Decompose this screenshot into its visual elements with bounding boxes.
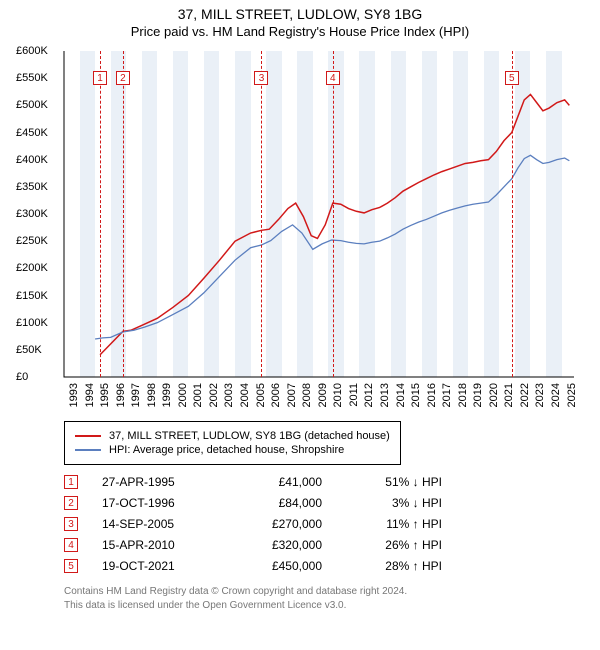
- y-tick-label: £450K: [16, 127, 48, 139]
- table-row: 2 17-OCT-1996£84,0003% ↓ HPI: [64, 496, 592, 510]
- title-address: 37, MILL STREET, LUDLOW, SY8 1BG: [8, 6, 592, 22]
- chart: 12 3 4 5 £0 £50K £100K £150K £200K £250K £300K £35…: [16, 45, 584, 415]
- sale-marker-badge: 2: [116, 71, 130, 85]
- table-row-pct: 11% ↑ HPI: [322, 517, 442, 531]
- x-tick-label: 1995: [99, 383, 111, 407]
- x-tick-label: 2007: [286, 383, 298, 407]
- sale-marker-line: [512, 51, 513, 377]
- x-tick-label: 1997: [130, 383, 142, 407]
- sale-marker-line: [100, 51, 101, 377]
- table-row-price: £320,000: [222, 538, 322, 552]
- x-tick-label: 2023: [534, 383, 546, 407]
- x-tick-label: 2005: [255, 383, 267, 407]
- sale-marker-badge: 4: [326, 71, 340, 85]
- x-tick-label: 2018: [457, 383, 469, 407]
- y-tick-label: £400K: [16, 154, 48, 166]
- x-tick-label: 2014: [395, 383, 407, 407]
- x-tick-label: 2016: [426, 383, 438, 407]
- x-tick-label: 2019: [472, 383, 484, 407]
- x-tick-label: 2004: [239, 383, 251, 407]
- x-tick-label: 1998: [146, 383, 158, 407]
- x-tick-label: 2025: [566, 383, 578, 407]
- y-tick-label: £350K: [16, 181, 48, 193]
- sale-marker-badge: 3: [254, 71, 268, 85]
- footer-line1: Contains HM Land Registry data © Crown c…: [64, 585, 592, 599]
- table-row-date: 19-OCT-2021: [102, 559, 222, 573]
- table-row-price: £41,000: [222, 475, 322, 489]
- table-row-badge: 5: [64, 559, 78, 573]
- x-tick-label: 2015: [410, 383, 422, 407]
- y-tick-label: £200K: [16, 262, 48, 274]
- table-row-badge: 2: [64, 496, 78, 510]
- y-tick-label: £100K: [16, 317, 48, 329]
- table-row: 3 14-SEP-2005£270,00011% ↑ HPI: [64, 517, 592, 531]
- x-tick-label: 2010: [332, 383, 344, 407]
- x-tick-label: 1993: [68, 383, 80, 407]
- x-tick-label: 1999: [161, 383, 173, 407]
- x-tick-label: 2022: [519, 383, 531, 407]
- legend-item: 37, MILL STREET, LUDLOW, SY8 1BG (detach…: [75, 430, 390, 442]
- sale-marker-line: [333, 51, 334, 377]
- x-tick-label: 2021: [503, 383, 515, 407]
- x-tick-label: 2020: [488, 383, 500, 407]
- table-row-date: 27-APR-1995: [102, 475, 222, 489]
- y-tick-label: £50K: [16, 344, 42, 356]
- x-tick-label: 2024: [550, 383, 562, 407]
- sale-marker-line: [261, 51, 262, 377]
- x-tick-label: 2009: [317, 383, 329, 407]
- legend: 37, MILL STREET, LUDLOW, SY8 1BG (detach…: [64, 421, 401, 465]
- sales-table: 1 27-APR-1995£41,00051% ↓ HPI 2 17-OCT-1996…: [64, 475, 592, 573]
- x-tick-label: 2013: [379, 383, 391, 407]
- y-tick-label: £600K: [16, 45, 48, 57]
- y-tick-label: £250K: [16, 235, 48, 247]
- x-tick-label: 2008: [301, 383, 313, 407]
- y-tick-label: £300K: [16, 208, 48, 220]
- table-row-price: £450,000: [222, 559, 322, 573]
- x-tick-label: 2011: [348, 383, 360, 407]
- table-row-price: £270,000: [222, 517, 322, 531]
- sale-marker-badge: 5: [505, 71, 519, 85]
- table-row-price: £84,000: [222, 496, 322, 510]
- x-tick-label: 2003: [223, 383, 235, 407]
- legend-swatch: [75, 435, 101, 437]
- table-row-date: 15-APR-2010: [102, 538, 222, 552]
- table-row: 5 19-OCT-2021£450,00028% ↑ HPI: [64, 559, 592, 573]
- legend-label: 37, MILL STREET, LUDLOW, SY8 1BG (detach…: [109, 430, 390, 442]
- y-tick-label: £500K: [16, 99, 48, 111]
- table-row-pct: 26% ↑ HPI: [322, 538, 442, 552]
- legend-item: HPI: Average price, detached house, Shro…: [75, 444, 390, 456]
- table-row-pct: 3% ↓ HPI: [322, 496, 442, 510]
- x-tick-label: 1994: [84, 383, 96, 407]
- plot-region: 12 3 4 5: [64, 51, 574, 377]
- x-tick-label: 2006: [270, 383, 282, 407]
- x-tick-label: 2012: [363, 383, 375, 407]
- chart-lines: [64, 51, 574, 377]
- table-row-date: 14-SEP-2005: [102, 517, 222, 531]
- sale-marker-badge: 1: [93, 71, 107, 85]
- footer-line2: This data is licensed under the Open Gov…: [64, 599, 592, 613]
- title-subtitle: Price paid vs. HM Land Registry's House …: [8, 24, 592, 39]
- table-row-date: 17-OCT-1996: [102, 496, 222, 510]
- x-tick-label: 2001: [192, 383, 204, 407]
- x-tick-label: 2017: [441, 383, 453, 407]
- y-tick-label: £550K: [16, 72, 48, 84]
- y-tick-label: £0: [16, 371, 28, 383]
- legend-label: HPI: Average price, detached house, Shro…: [109, 444, 344, 456]
- y-tick-label: £150K: [16, 290, 48, 302]
- table-row-pct: 28% ↑ HPI: [322, 559, 442, 573]
- x-tick-label: 1996: [115, 383, 127, 407]
- table-row-pct: 51% ↓ HPI: [322, 475, 442, 489]
- x-tick-label: 2002: [208, 383, 220, 407]
- table-row: 4 15-APR-2010£320,00026% ↑ HPI: [64, 538, 592, 552]
- table-row-badge: 1: [64, 475, 78, 489]
- table-row-badge: 3: [64, 517, 78, 531]
- table-row: 1 27-APR-1995£41,00051% ↓ HPI: [64, 475, 592, 489]
- footer: Contains HM Land Registry data © Crown c…: [64, 585, 592, 613]
- table-row-badge: 4: [64, 538, 78, 552]
- x-tick-label: 2000: [177, 383, 189, 407]
- legend-swatch: [75, 449, 101, 451]
- sale-marker-line: [123, 51, 124, 377]
